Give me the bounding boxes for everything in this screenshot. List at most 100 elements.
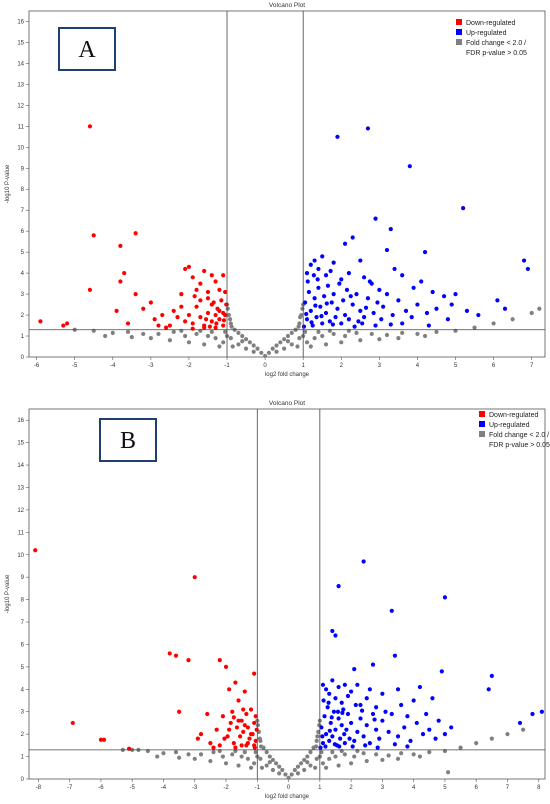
- not-significant-point: [177, 755, 182, 760]
- down-regulated-point: [227, 727, 232, 732]
- not-significant-point: [330, 749, 335, 755]
- not-significant-point: [369, 331, 374, 337]
- not-significant-point: [179, 328, 184, 333]
- down-regulated-point: [91, 233, 96, 238]
- not-significant-point: [315, 734, 320, 739]
- down-regulated-point: [171, 308, 176, 313]
- not-significant-point: [411, 752, 416, 757]
- not-significant-point: [183, 333, 188, 339]
- up-regulated-point: [383, 709, 388, 714]
- up-regulated-point: [335, 709, 341, 714]
- down-regulated-point: [221, 323, 226, 328]
- down-regulated-point: [205, 289, 211, 295]
- up-regulated-point: [347, 736, 352, 741]
- not-significant-point: [342, 752, 347, 757]
- down-regulated-point: [223, 664, 229, 669]
- not-significant-point: [314, 756, 319, 761]
- not-significant-point: [228, 336, 233, 341]
- not-significant-point: [336, 763, 341, 768]
- y-axis-label: -log10 P-value: [5, 574, 11, 613]
- not-significant-point: [217, 344, 222, 349]
- not-significant-point: [339, 340, 344, 345]
- x-tick-label: -2: [186, 363, 192, 369]
- up-regulated-point: [314, 315, 319, 320]
- down-regulated-point: [253, 714, 258, 719]
- up-regulated-point: [313, 303, 318, 308]
- up-regulated-point: [408, 738, 413, 743]
- up-regulated-point: [371, 310, 376, 316]
- x-tick-label: 1: [318, 785, 322, 791]
- not-significant-point: [364, 758, 369, 764]
- x-axis-label: log2 fold change: [265, 794, 310, 800]
- down-regulated-point: [225, 734, 230, 739]
- down-regulated-point: [222, 736, 227, 741]
- up-regulated-point: [352, 738, 357, 743]
- down-regulated-point: [167, 323, 173, 328]
- y-tick-label: 5: [21, 665, 25, 671]
- down-regulated-point: [244, 711, 249, 717]
- down-regulated-point: [241, 729, 246, 735]
- down-regulated-point: [183, 319, 188, 324]
- y-tick-label: 5: [21, 250, 25, 256]
- down-regulated-point: [217, 743, 222, 748]
- panel-label-box: [99, 418, 157, 462]
- down-regulated-point: [209, 319, 214, 324]
- not-significant-point: [225, 306, 230, 311]
- up-regulated-point: [346, 317, 351, 322]
- not-significant-point: [167, 338, 173, 343]
- up-regulated-point: [377, 736, 382, 741]
- not-significant-point: [255, 346, 260, 351]
- down-regulated-point: [163, 325, 169, 330]
- up-regulated-point: [419, 279, 424, 284]
- not-significant-point: [171, 329, 176, 334]
- not-significant-point: [202, 342, 207, 347]
- down-regulated-point: [33, 548, 38, 553]
- down-regulated-point: [133, 231, 138, 236]
- down-regulated-point: [179, 304, 184, 309]
- down-regulated-point: [211, 745, 216, 750]
- up-regulated-point: [414, 720, 419, 726]
- not-significant-point: [289, 772, 294, 777]
- down-regulated-point: [141, 306, 146, 311]
- y-tick-label: 6: [21, 642, 25, 648]
- not-significant-point: [192, 756, 197, 761]
- up-regulated-point: [374, 727, 379, 732]
- up-regulated-point: [489, 673, 494, 678]
- not-significant-point: [400, 330, 405, 335]
- down-regulated-point: [190, 321, 195, 326]
- not-significant-point: [537, 306, 542, 311]
- down-regulated-point: [198, 281, 203, 286]
- y-tick-label: 6: [21, 229, 25, 235]
- not-significant-point: [267, 760, 272, 765]
- y-tick-label: 3: [21, 292, 25, 298]
- not-significant-point: [458, 745, 463, 750]
- legend-label: Up-regulated: [489, 422, 530, 429]
- y-tick-label: 9: [21, 575, 25, 581]
- not-significant-point: [358, 338, 363, 343]
- x-tick-label: 6: [492, 363, 496, 369]
- x-tick-label: 7: [530, 363, 534, 369]
- down-regulated-point: [214, 321, 219, 326]
- not-significant-point: [257, 736, 262, 741]
- up-regulated-point: [361, 559, 366, 564]
- up-regulated-point: [502, 306, 508, 311]
- up-regulated-point: [339, 321, 344, 326]
- down-regulated-point: [233, 680, 238, 685]
- not-significant-point: [342, 333, 348, 339]
- x-tick-label: -8: [36, 785, 42, 791]
- not-significant-point: [253, 749, 258, 755]
- not-significant-point: [247, 340, 252, 345]
- up-regulated-point: [386, 729, 391, 735]
- y-tick-label: 8: [21, 598, 25, 604]
- up-regulated-point: [320, 734, 325, 739]
- up-regulated-point: [525, 266, 530, 272]
- up-regulated-point: [355, 682, 360, 687]
- legend-label: Down-regulated: [466, 20, 516, 27]
- up-regulated-point: [430, 289, 435, 295]
- up-regulated-point: [384, 247, 390, 253]
- down-regulated-point: [118, 243, 123, 248]
- up-regulated-point: [381, 304, 386, 309]
- up-regulated-point: [405, 744, 410, 749]
- down-regulated-point: [254, 727, 259, 732]
- down-regulated-point: [242, 689, 247, 694]
